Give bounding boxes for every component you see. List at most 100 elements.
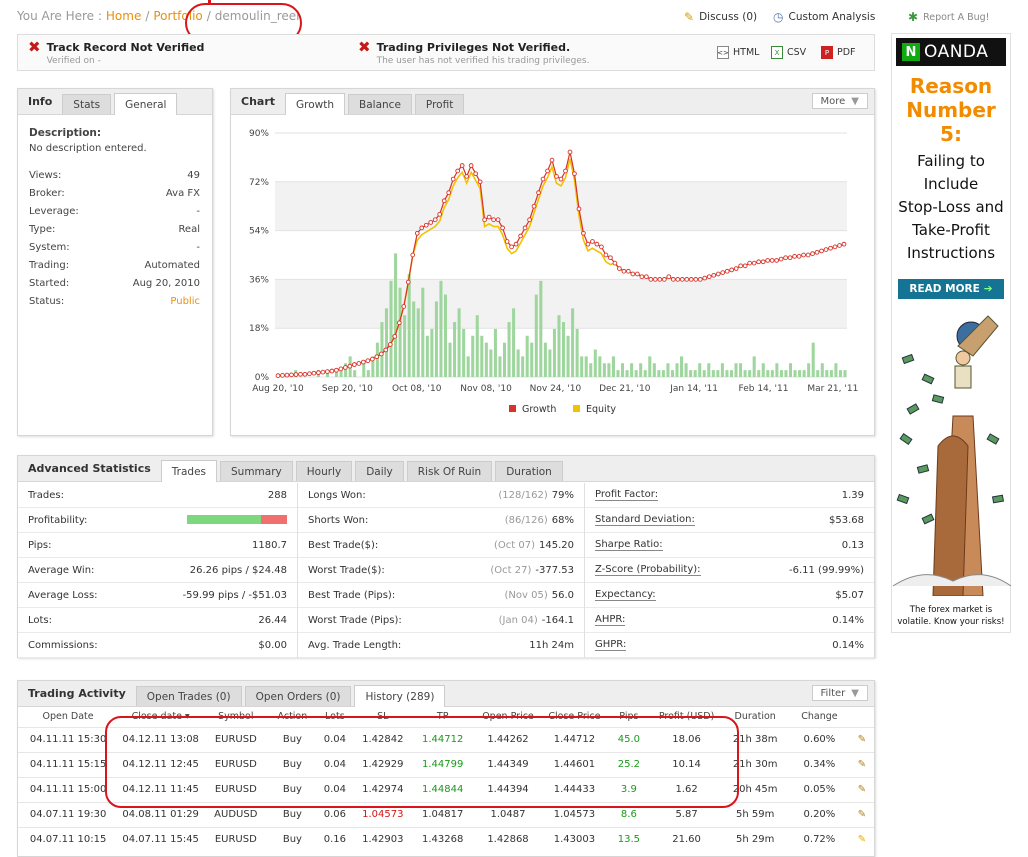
table-row[interactable]: 04.11.11 15:30 04.12.11 13:08 EURUSD Buy 0.0… [18, 726, 874, 752]
export-pdf-label: PDF [837, 47, 856, 58]
table-cell: 3.9 [606, 776, 652, 802]
oanda-advertisement[interactable]: N OANDA Reason Number 5: Failing to Incl… [891, 33, 1011, 633]
stat-label[interactable]: Profit Factor: [595, 489, 659, 501]
growth-point [657, 277, 663, 282]
volume-bar [394, 253, 398, 377]
table-cell: 0.60% [788, 726, 850, 752]
y-tick-label: 54% [249, 227, 269, 237]
edit-pencil-icon[interactable]: ✎ [849, 751, 874, 777]
breadcrumb-home-link[interactable]: Home [105, 9, 142, 23]
chevron-down-icon: ▼ [851, 687, 859, 699]
tab-profit[interactable]: Profit [414, 94, 465, 114]
table-row[interactable]: 04.07.11 19:30 04.08.11 01:29 AUDUSD Buy 0.0… [18, 801, 874, 827]
tab-open-trades[interactable]: Open Trades (0) [135, 686, 242, 706]
column-header[interactable]: Open Date [42, 711, 94, 723]
profitability-win-fill [187, 515, 262, 524]
breadcrumb-prefix: You Are Here : [17, 9, 102, 23]
edit-pencil-icon[interactable]: ✎ [849, 726, 874, 752]
stat-label: Shorts Won: [308, 514, 369, 526]
tab-summary[interactable]: Summary [220, 461, 293, 481]
volume-bar [834, 363, 838, 377]
chart-band [275, 230, 847, 280]
profitability-bar [187, 515, 287, 524]
edit-pencil-icon[interactable]: ✎ [849, 776, 874, 802]
column-header[interactable]: Duration [734, 711, 776, 723]
tab-balance[interactable]: Balance [348, 94, 412, 114]
stat-label[interactable]: Expectancy: [595, 589, 656, 601]
growth-point [369, 356, 375, 362]
edit-pencil-icon[interactable]: ✎ [849, 801, 874, 827]
more-dropdown[interactable]: More ▼ [811, 93, 868, 109]
export-csv-button[interactable]: X CSV [771, 46, 806, 59]
growth-point [693, 277, 699, 282]
growth-point [531, 203, 537, 209]
tab-trades[interactable]: Trades [160, 460, 217, 482]
volume-bar [657, 370, 661, 377]
info-title: Info [28, 95, 53, 108]
stat-detail: (Jan 04) [498, 614, 538, 626]
stat-label[interactable]: Standard Deviation: [595, 514, 695, 526]
growth-point [608, 255, 613, 261]
table-row[interactable]: 04.11.11 15:15 04.12.11 12:45 EURUSD Buy 0.0… [18, 751, 874, 777]
custom-analysis-link[interactable]: ◷ Custom Analysis [773, 10, 875, 24]
volume-bar [693, 370, 697, 377]
tab-duration[interactable]: Duration [495, 461, 563, 481]
stat-value-group: 1180.7 [252, 540, 287, 551]
stat-value-group: 26.26 pips / $24.48 [190, 565, 287, 576]
filter-label: Filter [820, 687, 846, 699]
volume-bar [698, 363, 702, 377]
growth-point [733, 266, 739, 271]
status-value-link[interactable]: Public [170, 295, 200, 307]
volume-bar [666, 363, 670, 377]
growth-point [352, 362, 357, 367]
table-cell: AUDUSD [203, 801, 269, 827]
report-bug-link[interactable]: ✱ Report A Bug! [908, 10, 989, 24]
volume-bar [766, 370, 770, 377]
stat-value: 145.20 [539, 539, 574, 551]
tab-general[interactable]: General [114, 93, 178, 115]
table-cell: 5.87 [651, 801, 722, 827]
volume-bar [552, 328, 556, 377]
table-row[interactable]: 04.11.11 15:00 04.12.11 11:45 EURUSD Buy 0.0… [18, 776, 874, 802]
stat-value-group: (86/126) 68% [505, 515, 574, 526]
growth-point [684, 277, 690, 282]
tab-history[interactable]: History (289) [354, 685, 446, 707]
tab-open-orders[interactable]: Open Orders (0) [244, 686, 352, 706]
info-row: Status: Public [29, 292, 200, 310]
export-pdf-button[interactable]: P PDF [821, 46, 856, 59]
discuss-link[interactable]: ✎ Discuss (0) [684, 10, 757, 24]
tab-hourly[interactable]: Hourly [295, 461, 353, 481]
growth-point [603, 252, 609, 258]
stat-label[interactable]: AHPR: [595, 614, 626, 626]
stat-row: Pips: 1180.7 [18, 533, 297, 558]
volume-bar [389, 280, 393, 377]
stat-label[interactable]: Sharpe Ratio: [595, 539, 663, 551]
volume-bar [739, 363, 743, 377]
growth-point [581, 230, 586, 236]
comment-icon[interactable]: ✎ [849, 826, 874, 852]
volume-bar [516, 349, 520, 377]
volume-bar [562, 322, 566, 377]
stat-label[interactable]: GHPR: [595, 639, 627, 651]
growth-point [468, 163, 474, 168]
tab-daily[interactable]: Daily [355, 461, 404, 481]
tab-growth[interactable]: Growth [285, 93, 346, 115]
table-row[interactable]: 04.07.11 10:15 04.07.11 15:45 EURUSD Buy 0.1… [18, 826, 874, 852]
stat-value-group: $53.68 [829, 515, 864, 526]
ad-body-line: Take-Profit [912, 221, 990, 239]
chart-panel: Chart Growth Balance Profit More ▼ 90% 72%… [230, 88, 875, 436]
volume-bar [521, 356, 525, 377]
filter-dropdown[interactable]: Filter ▼ [811, 685, 868, 701]
tab-risk-of-ruin[interactable]: Risk Of Ruin [406, 461, 493, 481]
column-header[interactable]: Change [801, 711, 838, 723]
growth-point [724, 268, 730, 274]
table-cell: Buy [268, 776, 317, 802]
table-cell: 1.62 [651, 776, 722, 802]
export-html-button[interactable]: <> HTML [717, 46, 759, 59]
growth-point [810, 251, 815, 256]
table-cell: 04.11.11 15:00 [18, 776, 119, 802]
ad-read-more-button[interactable]: READ MORE ➔ [898, 279, 1004, 299]
tab-stats[interactable]: Stats [62, 94, 112, 114]
stat-label[interactable]: Z-Score (Probability): [595, 564, 701, 576]
trading-activity-panel: Trading Activity Open Trades (0) Open Or… [17, 680, 875, 857]
